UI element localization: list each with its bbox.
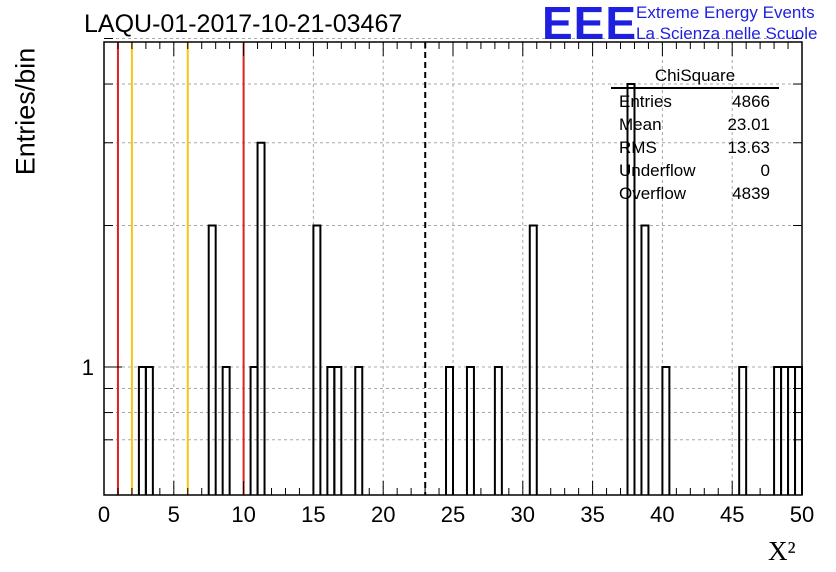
x-tick-label: 45 xyxy=(720,502,744,527)
x-tick-label: 35 xyxy=(580,502,604,527)
x-tick-label: 25 xyxy=(441,502,465,527)
histogram-bar xyxy=(640,224,650,495)
stats-label: Mean xyxy=(619,115,662,134)
stats-value: 23.01 xyxy=(727,115,770,134)
stats-label: RMS xyxy=(619,138,657,157)
stats-row-overflow: Overflow 4839 xyxy=(611,182,779,205)
stats-label: Underflow xyxy=(619,161,696,180)
histogram-bar xyxy=(465,366,475,495)
stats-row-rms: RMS 13.63 xyxy=(611,136,779,159)
stats-value: 0 xyxy=(760,161,770,180)
histogram-bar xyxy=(794,366,803,495)
histogram-bar xyxy=(445,366,454,495)
stats-title: ChiSquare xyxy=(611,66,779,89)
histogram-bar xyxy=(773,366,783,495)
y-axis-label: Entries/bin xyxy=(10,47,41,176)
histogram-bar xyxy=(221,366,231,495)
x-tick-label: 10 xyxy=(231,502,255,527)
stats-row-mean: Mean 23.01 xyxy=(611,113,779,136)
stats-label: Overflow xyxy=(619,184,687,203)
stats-value: 4839 xyxy=(732,184,770,203)
histogram-bar xyxy=(787,366,797,495)
stats-row-underflow: Underflow 0 xyxy=(611,159,779,182)
histogram-bar xyxy=(528,224,538,495)
stats-box: ChiSquare Entries 4866 Mean 23.01 RMS 13.63… xyxy=(611,66,779,205)
x-tick-label: 40 xyxy=(650,502,674,527)
x-tick-label: 50 xyxy=(790,502,814,527)
histogram-bar xyxy=(738,366,748,495)
x-tick-label: 5 xyxy=(168,502,180,527)
histogram-bar xyxy=(312,224,322,495)
stats-label: Entries xyxy=(619,92,672,111)
histogram-bar xyxy=(661,366,671,495)
histogram-bar xyxy=(207,224,217,495)
histogram-bar xyxy=(249,366,259,495)
stats-value: 13.63 xyxy=(727,138,770,157)
histogram-bar xyxy=(354,366,364,495)
x-tick-label: 0 xyxy=(98,502,110,527)
eee-logo: EEE xyxy=(542,0,638,49)
x-axis-label: X² xyxy=(768,536,796,566)
histogram-bar xyxy=(137,366,147,495)
x-tick-label: 30 xyxy=(511,502,535,527)
logo-line-2: La Scienza nelle Scuole xyxy=(636,24,818,43)
y-tick-label: 1 xyxy=(82,355,94,380)
histogram-bar xyxy=(326,366,336,495)
x-tick-label: 15 xyxy=(301,502,325,527)
logo-line-1: Extreme Energy Events xyxy=(636,3,815,22)
histogram-bar xyxy=(333,366,343,495)
histogram-bar xyxy=(626,83,636,495)
histogram-bar xyxy=(256,141,266,495)
histogram-bar xyxy=(780,366,790,495)
chart-title: LAQU-01-2017-10-21-03467 xyxy=(84,10,403,38)
stats-row-entries: Entries 4866 xyxy=(611,90,779,113)
stats-value: 4866 xyxy=(732,92,770,111)
histogram-bar xyxy=(493,366,503,495)
histogram-bar xyxy=(144,366,154,495)
x-tick-label: 20 xyxy=(371,502,395,527)
